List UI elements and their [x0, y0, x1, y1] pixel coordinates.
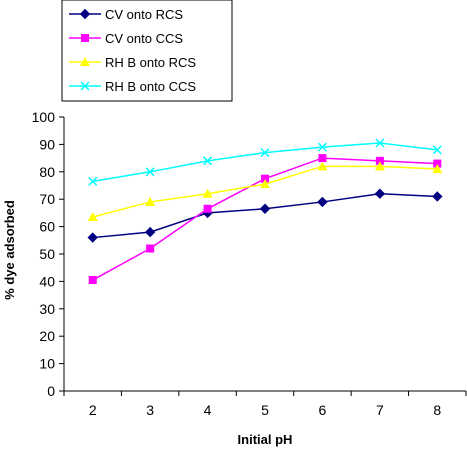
- legend: CV onto RCS CV onto CCS RH B onto RCS RH B …: [61, 0, 233, 102]
- legend-item: CV onto RCS: [69, 7, 183, 22]
- series-layer: [87, 138, 443, 285]
- data-point: [317, 161, 328, 171]
- data-point: [317, 142, 327, 152]
- legend-label: RH B onto CCS: [105, 79, 196, 94]
- y-tick-label: 20: [39, 328, 55, 344]
- data-point: [432, 191, 443, 202]
- x-tick-label: 4: [204, 402, 212, 418]
- data-point: [432, 164, 443, 174]
- legend-label: CV onto RCS: [105, 7, 183, 22]
- data-point: [87, 232, 98, 243]
- legend-swatch-marker: [80, 81, 90, 91]
- legend-item: RH B onto CCS: [69, 79, 196, 94]
- legend-box: [61, 0, 233, 102]
- data-point: [317, 196, 328, 208]
- y-tick-label: 90: [39, 136, 55, 152]
- x-tick-label: 6: [319, 402, 327, 418]
- legend-swatch-marker: [80, 57, 90, 66]
- y-tick-label: 60: [39, 219, 55, 235]
- series-1: [87, 188, 443, 243]
- y-tick-label: 40: [39, 273, 55, 289]
- x-tick-label: 8: [433, 402, 441, 418]
- series-4: [88, 138, 442, 186]
- data-point: [433, 159, 442, 168]
- series-line: [92, 192, 438, 239]
- y-tick-label: 80: [39, 164, 55, 180]
- legend-swatch-marker: [79, 8, 91, 20]
- data-point: [88, 276, 97, 285]
- data-point: [432, 145, 442, 155]
- y-tick-label: 70: [39, 191, 55, 207]
- x-tick-label: 2: [89, 402, 97, 418]
- data-point: [144, 226, 156, 238]
- data-point: [88, 176, 98, 186]
- data-point: [145, 196, 156, 206]
- data-point: [375, 156, 384, 165]
- y-tick-label: 100: [32, 109, 56, 125]
- y-axis-title: % dye adsorbed: [2, 200, 17, 300]
- y-tick-label: 50: [39, 246, 55, 262]
- x-tick-label: 5: [261, 402, 269, 418]
- data-point: [145, 167, 155, 177]
- series-2: [88, 154, 442, 285]
- data-point: [203, 204, 212, 213]
- data-point: [260, 148, 270, 158]
- y-tick-label: 30: [39, 301, 55, 317]
- legend-label: CV onto CCS: [105, 31, 183, 46]
- y-tick-label: 0: [47, 383, 55, 399]
- x-axis-title: Initial pH: [238, 432, 293, 447]
- legend-label: RH B onto RCS: [105, 55, 196, 70]
- data-point: [260, 179, 270, 189]
- data-point: [261, 174, 269, 183]
- x-tick-label: 3: [146, 402, 154, 418]
- legend-item: RH B onto RCS: [69, 55, 196, 70]
- data-point: [318, 154, 327, 163]
- data-point: [374, 188, 386, 199]
- data-point: [375, 138, 385, 148]
- data-point: [87, 212, 98, 222]
- data-point: [259, 203, 271, 214]
- axes: 0 10 20 30 40 50 60 70 80 90 100 2 3 4 5 6 7 8: [32, 109, 467, 418]
- data-point: [203, 156, 213, 166]
- legend-swatch-marker: [81, 34, 89, 42]
- y-tick-label: 10: [39, 356, 55, 372]
- data-point: [146, 244, 155, 253]
- data-point: [374, 161, 385, 171]
- legend-item: CV onto CCS: [69, 31, 183, 46]
- data-point: [202, 188, 213, 198]
- x-tick-label: 7: [376, 402, 384, 418]
- series-3: [87, 161, 443, 222]
